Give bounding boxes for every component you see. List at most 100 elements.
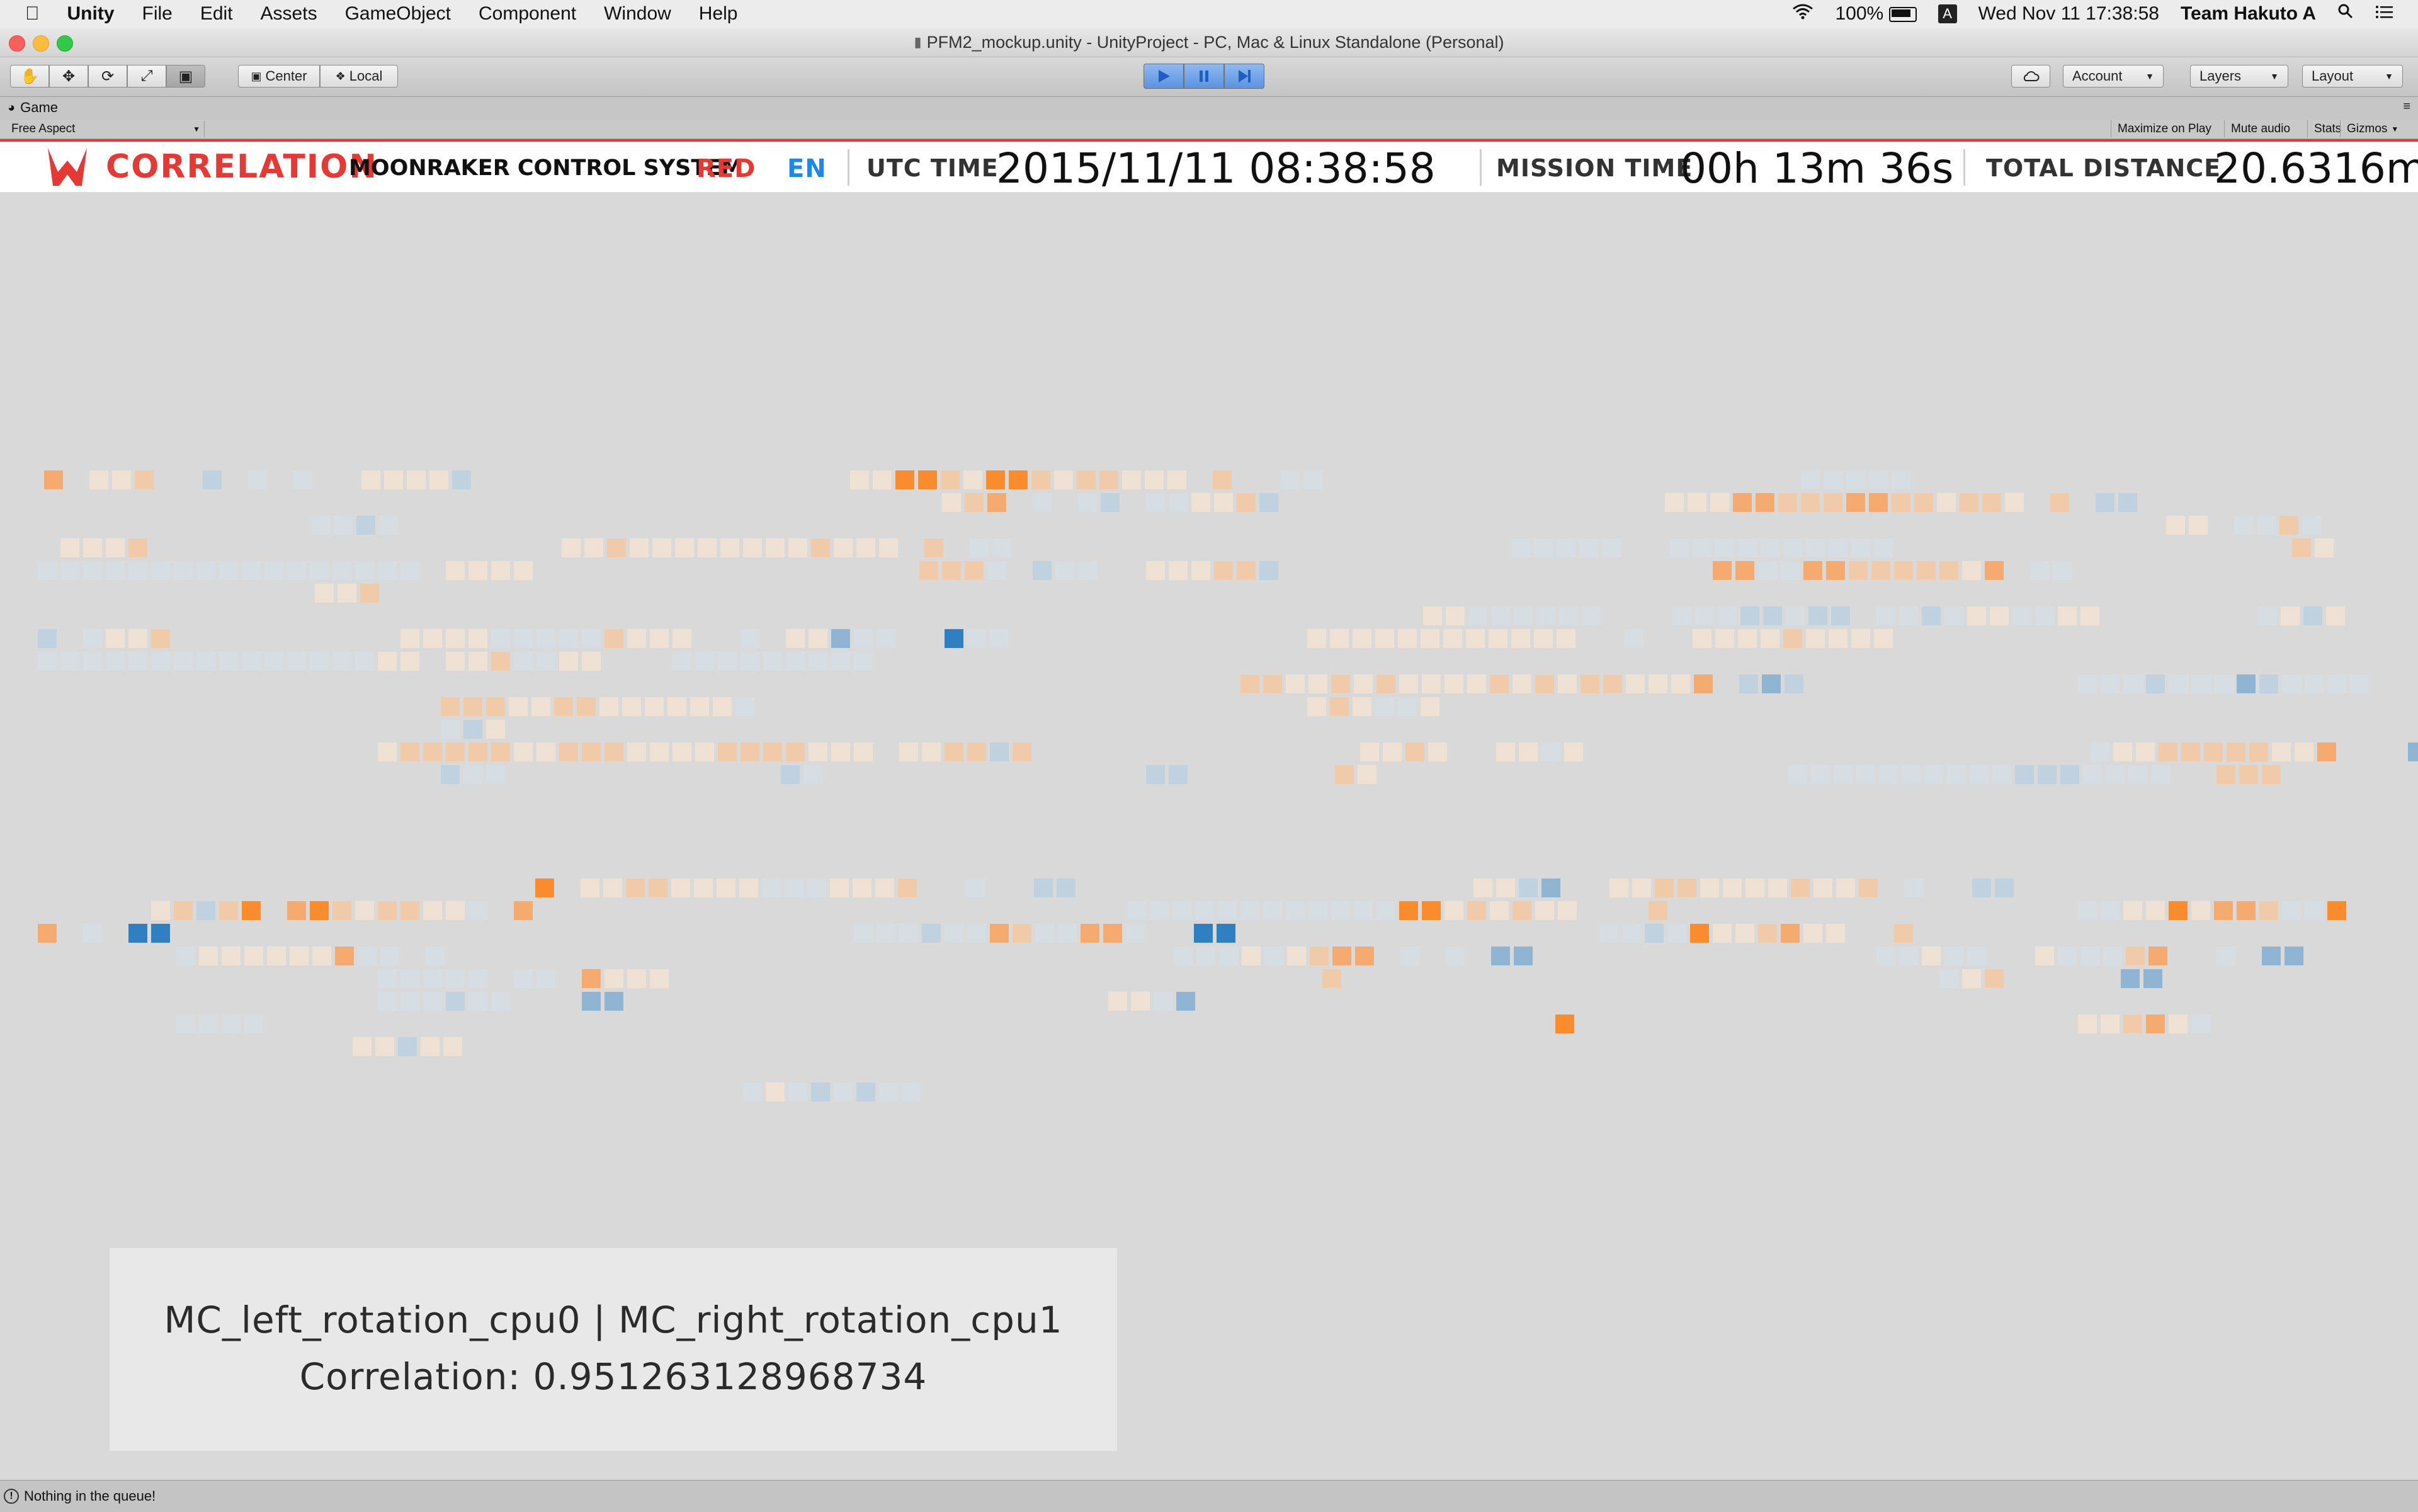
heatmap-cell (1150, 901, 1169, 920)
heatmap-cell (1632, 878, 1651, 897)
heatmap-cell (2101, 674, 2120, 693)
menu-gameobject[interactable]: GameObject (331, 3, 451, 24)
heatmap-cell (310, 652, 329, 671)
tab-game[interactable]: ◕ Game (8, 99, 58, 116)
heatmap-cell (1962, 561, 1981, 580)
close-window-button[interactable] (9, 35, 25, 52)
menubar-user[interactable]: Team Hakuto A (2180, 3, 2316, 24)
rotate-tool-button[interactable]: ⟳ (88, 65, 127, 88)
aspect-dropdown[interactable]: Free Aspect ▼ (11, 121, 205, 137)
info-icon: ! (4, 1489, 19, 1504)
heatmap-cell (1541, 878, 1560, 897)
heatmap-cell (264, 561, 283, 580)
heatmap-cell (1519, 878, 1538, 897)
heatmap-cell (1496, 742, 1515, 761)
heatmap-cell (2058, 606, 2077, 625)
heatmap-cell (1781, 561, 1800, 580)
pause-button[interactable] (1184, 64, 1224, 89)
scale-tool-button[interactable]: ⤢ (127, 65, 166, 88)
panel-menu-icon[interactable]: ≡ (2403, 99, 2410, 113)
heatmap-cell (536, 742, 555, 761)
heatmap-cell (1242, 946, 1261, 965)
heatmap-cell (1869, 470, 1888, 489)
minimize-window-button[interactable] (33, 35, 49, 52)
heatmap-cell (2166, 516, 2185, 535)
heatmap-cell (1785, 674, 1803, 693)
heatmap-cell (1876, 606, 1895, 625)
play-icon (1159, 70, 1170, 82)
heatmap-cell (400, 742, 419, 761)
heatmap-cell (2295, 742, 2313, 761)
wifi-icon[interactable] (1792, 3, 1813, 25)
heatmap-cell (151, 561, 170, 580)
heatmap-cell (1914, 493, 1933, 512)
stats-toggle[interactable]: Stats (2307, 120, 2347, 137)
heatmap-cell (1558, 901, 1577, 920)
heatmap-cell (514, 561, 533, 580)
language-toggle[interactable]: EN (787, 154, 827, 183)
menu-file[interactable]: File (128, 3, 173, 24)
heatmap-cell (1331, 901, 1350, 920)
heatmap-cell (809, 629, 827, 648)
heatmap-cell (1146, 493, 1165, 512)
heatmap-cell (242, 561, 261, 580)
space-local-button[interactable]: ❖ Local (320, 65, 398, 88)
menubar-clock[interactable]: Wed Nov 11 17:38:58 (1978, 3, 2159, 24)
heatmap-cell (1791, 878, 1810, 897)
heatmap-cell (2091, 742, 2109, 761)
game-view-icon: ◕ (8, 100, 16, 115)
layers-dropdown[interactable]: Layers ▼ (2190, 65, 2288, 88)
heatmap-cell (1194, 924, 1213, 943)
gizmos-dropdown[interactable]: Gizmos ▼ (2340, 120, 2405, 137)
heatmap-cell (1739, 674, 1758, 693)
heatmap-cell (1375, 697, 1394, 716)
maximize-on-play-toggle[interactable]: Maximize on Play (2111, 120, 2218, 137)
battery-status[interactable]: 100% (1835, 3, 1917, 25)
input-source-icon[interactable]: A (1938, 4, 1957, 23)
zoom-window-button[interactable] (57, 35, 73, 52)
heatmap-cell (1768, 878, 1787, 897)
heatmap-cell (1738, 538, 1757, 557)
heatmap-cell (2262, 765, 2281, 784)
move-tool-button[interactable]: ✥ (49, 65, 88, 88)
heatmap-cell (400, 629, 419, 648)
hand-tool-button[interactable]: ✋ (10, 65, 49, 88)
menu-edit[interactable]: Edit (186, 3, 233, 24)
mute-audio-toggle[interactable]: Mute audio (2224, 120, 2296, 137)
heatmap-cell (1514, 946, 1533, 965)
heatmap-cell (1174, 946, 1193, 965)
menu-unity[interactable]: Unity (53, 3, 115, 24)
heatmap-cell (902, 1083, 921, 1101)
heatmap-cell (400, 901, 419, 920)
spotlight-search-icon[interactable] (2337, 3, 2354, 25)
cloud-services-button[interactable] (2011, 65, 2050, 88)
heatmap-cell (788, 538, 807, 557)
menu-help[interactable]: Help (684, 3, 738, 24)
rect-tool-button[interactable]: ▣ (166, 65, 205, 88)
notification-center-icon[interactable] (2375, 3, 2393, 25)
heatmap-cell (2080, 946, 2099, 965)
heatmap-cell (151, 924, 170, 943)
heatmap-cell (514, 969, 533, 988)
heatmap-cell (514, 742, 533, 761)
heatmap-cell (423, 969, 442, 988)
heatmap-cell (443, 1037, 462, 1056)
apple-icon[interactable]:  (25, 3, 40, 25)
heatmap-cell (83, 629, 102, 648)
heatmap-cell (1405, 742, 1424, 761)
heatmap-cell (468, 652, 487, 671)
account-dropdown[interactable]: Account ▼ (2063, 65, 2164, 88)
heatmap-cell (1217, 924, 1235, 943)
layout-dropdown[interactable]: Layout ▼ (2302, 65, 2403, 88)
heatmap-cell (1874, 629, 1893, 648)
heatmap-cell (83, 538, 102, 557)
play-button[interactable] (1144, 64, 1184, 89)
heatmap-cell (60, 561, 79, 580)
pivot-center-button[interactable]: ▣ Center (238, 65, 320, 88)
step-button[interactable] (1224, 64, 1264, 89)
heatmap-cell (1330, 697, 1349, 716)
heatmap-cell (2279, 516, 2298, 535)
menu-component[interactable]: Component (464, 3, 576, 24)
menu-assets[interactable]: Assets (246, 3, 317, 24)
menu-window[interactable]: Window (589, 3, 671, 24)
